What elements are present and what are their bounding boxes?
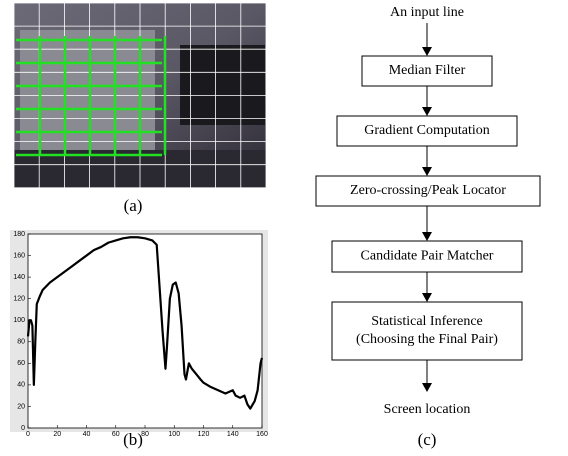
y-tick-label: 140	[13, 274, 25, 281]
y-tick-label: 120	[13, 296, 25, 303]
plot-area	[27, 233, 263, 429]
process-box	[361, 55, 493, 87]
box-label: Median Filter	[389, 63, 466, 78]
y-tick-label: 80	[17, 339, 25, 346]
process-box	[331, 240, 523, 273]
arrow-head	[422, 383, 432, 392]
y-tick-label: 40	[17, 382, 25, 389]
arrow-head	[422, 107, 432, 116]
arrow-head	[422, 47, 432, 56]
y-tick-label: 20	[17, 403, 25, 410]
process-box	[331, 301, 523, 361]
box-label: (Choosing the Final Pair)	[356, 332, 498, 347]
x-tick-label: 40	[83, 431, 91, 438]
box-label: Gradient Computation	[364, 123, 490, 138]
x-tick-label: 0	[26, 431, 30, 438]
start-label: An input line	[390, 5, 464, 20]
end-label: Screen location	[384, 402, 471, 417]
x-tick-label: 100	[168, 431, 180, 438]
y-tick-label: 60	[17, 360, 25, 367]
y-tick-label: 100	[13, 317, 25, 324]
caption: (c)	[418, 430, 437, 449]
data-line	[26, 236, 264, 410]
x-tick-label: 120	[198, 431, 210, 438]
arrow-head	[422, 167, 432, 176]
x-tick-label: 60	[112, 431, 120, 438]
x-tick-label: 80	[141, 431, 149, 438]
y-tick-label: 0	[21, 425, 25, 432]
process-box	[336, 115, 518, 147]
arrow-head	[422, 232, 432, 241]
process-box	[315, 175, 541, 207]
box-label: Statistical Inference	[371, 314, 483, 329]
box-label: Zero-crossing/Peak Locator	[350, 183, 506, 198]
x-tick-label: 20	[53, 431, 61, 438]
x-tick-label: 140	[227, 431, 239, 438]
photo	[13, 2, 267, 189]
caption: (b)	[123, 430, 143, 449]
x-tick-label: 160	[256, 431, 268, 438]
y-tick-label: 180	[13, 231, 25, 238]
box-label: Candidate Pair Matcher	[361, 249, 494, 264]
caption: (a)	[124, 196, 143, 215]
arrow-head	[422, 293, 432, 302]
y-tick-label: 160	[13, 252, 25, 259]
